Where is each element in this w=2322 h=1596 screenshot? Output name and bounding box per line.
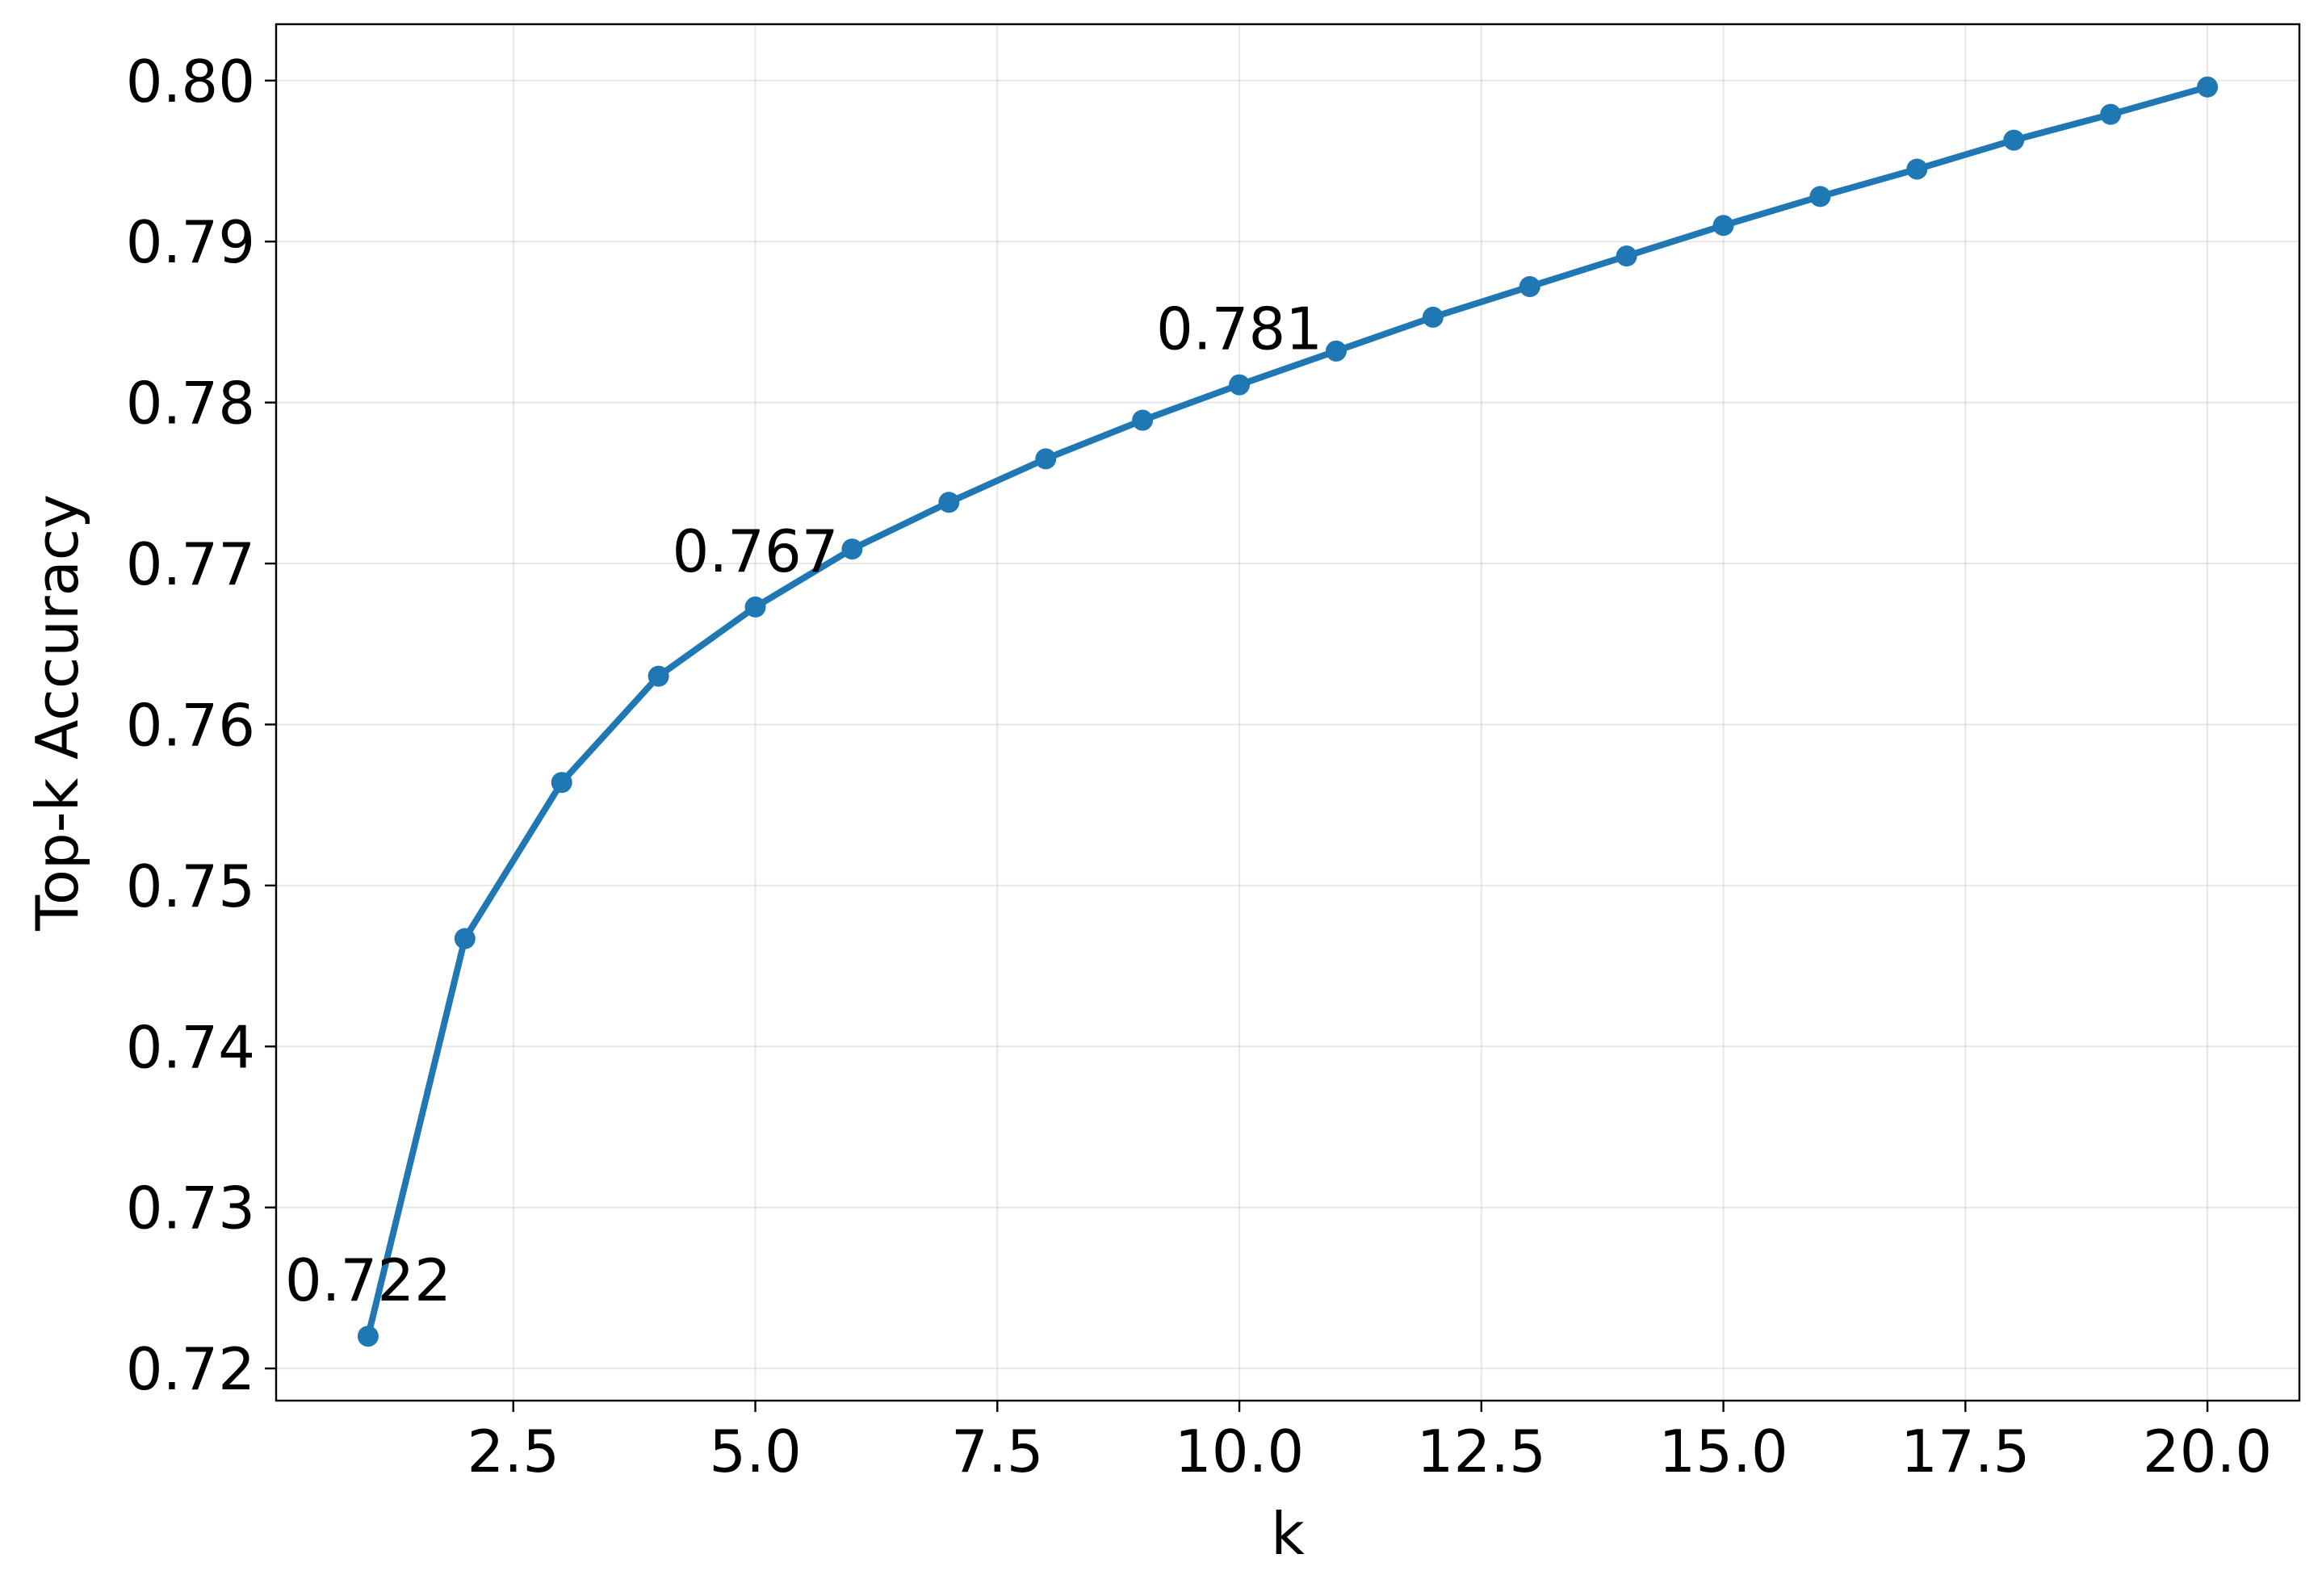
data-point (551, 772, 572, 794)
data-point (744, 596, 766, 618)
x-tick-label: 15.0 (1658, 1418, 1788, 1485)
annotations: 0.722 0.767 0.781 (285, 295, 1322, 1315)
data-point (1906, 158, 1928, 180)
y-axis-label: Top-k Accuracy (23, 494, 91, 932)
data-annotation: 0.722 (285, 1246, 451, 1314)
data-point (1325, 340, 1347, 362)
data-point (454, 928, 476, 949)
y-tick-label: 0.77 (126, 530, 255, 598)
data-point (2003, 129, 2025, 151)
data-point (938, 492, 960, 513)
x-axis-label: k (1271, 1500, 1305, 1568)
series-line-layer (364, 83, 2211, 1340)
data-point (1422, 306, 1444, 328)
data-point (1519, 276, 1540, 298)
data-point (357, 1326, 379, 1347)
y-tick-label: 0.74 (126, 1013, 255, 1081)
data-point (1809, 186, 1831, 207)
data-annotation: 0.781 (1156, 295, 1322, 363)
x-tick-label: 20.0 (2143, 1418, 2272, 1485)
y-tick-label: 0.73 (126, 1175, 255, 1242)
data-point (648, 665, 669, 687)
data-point (2100, 103, 2122, 125)
x-tick-label: 17.5 (1901, 1418, 2030, 1485)
data-point (1035, 448, 1057, 470)
series-line (364, 83, 2211, 1340)
data-points (357, 76, 2219, 1347)
grid-lines (276, 24, 2299, 1401)
data-point (1229, 374, 1251, 396)
y-tick-label: 0.80 (126, 48, 255, 115)
y-axis-ticks: 0.72 0.73 0.74 0.75 0.76 0.77 0.78 0.79 0.80 (126, 48, 276, 1403)
data-point (841, 538, 863, 560)
x-tick-label: 5.0 (709, 1418, 802, 1485)
y-tick-label: 0.78 (126, 370, 255, 438)
x-tick-label: 10.0 (1175, 1418, 1304, 1485)
y-tick-label: 0.76 (126, 691, 255, 759)
plot-frame (275, 23, 2301, 1402)
data-point (1616, 245, 1637, 267)
data-point (2197, 76, 2219, 98)
x-axis-ticks: 2.5 5.0 7.5 10.0 12.5 15.0 17.5 20.0 (467, 1401, 2272, 1485)
x-tick-label: 12.5 (1417, 1418, 1546, 1485)
y-tick-label: 0.79 (126, 208, 255, 276)
x-tick-label: 7.5 (951, 1418, 1044, 1485)
y-tick-label: 0.72 (126, 1335, 255, 1403)
data-point (1712, 215, 1734, 237)
data-annotation: 0.767 (672, 517, 838, 585)
data-point (1132, 409, 1154, 431)
y-tick-label: 0.75 (126, 852, 255, 920)
x-tick-label: 2.5 (467, 1418, 560, 1485)
